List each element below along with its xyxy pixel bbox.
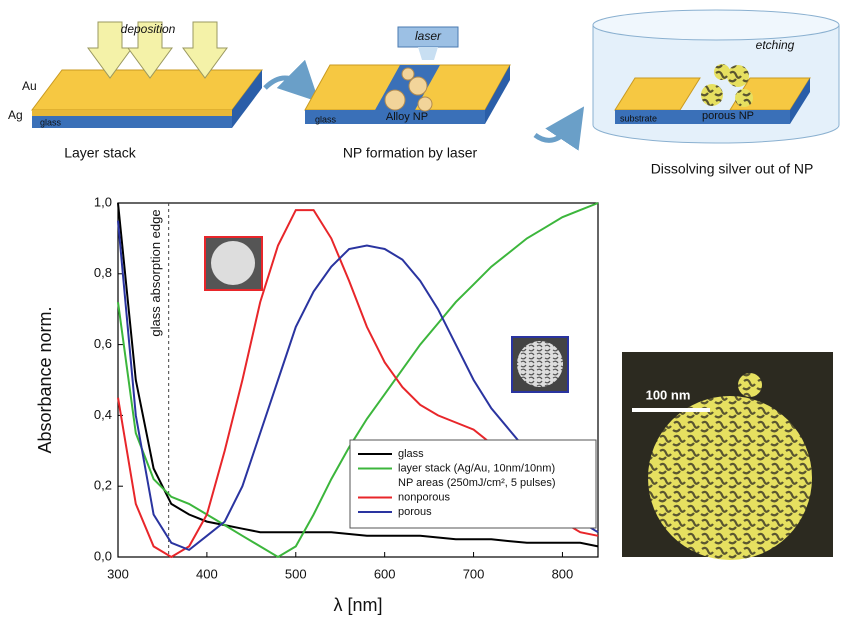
- inset-particle: [211, 241, 255, 285]
- legend-label: glass: [398, 448, 424, 460]
- caption: Dissolving silver out of NP: [651, 161, 814, 177]
- x-tick-label: 800: [552, 566, 574, 581]
- label: glass: [315, 114, 337, 124]
- scale-label: 100 nm: [646, 387, 691, 402]
- x-tick-label: 500: [285, 566, 307, 581]
- label: Alloy NP: [386, 111, 428, 123]
- y-tick-label: 0,6: [94, 336, 112, 351]
- label: Au: [22, 79, 37, 93]
- y-axis-label: Absorbance norm.: [35, 306, 55, 453]
- caption: NP formation by laser: [343, 145, 478, 161]
- y-tick-label: 0,2: [94, 478, 112, 493]
- legend-note: NP areas (250mJ/cm², 5 pulses): [398, 477, 556, 489]
- arrow: [265, 78, 305, 88]
- figure: deposition Au Ag glass Layer stack laser…: [0, 0, 848, 622]
- legend-label: layer stack (Ag/Au, 10nm/10nm): [398, 462, 555, 474]
- y-tick-label: 0,8: [94, 265, 112, 280]
- label: Ag: [8, 108, 23, 122]
- etching-diagram: etching substrate porous NP Dissolving s…: [593, 10, 839, 177]
- inset-particle: [517, 341, 563, 387]
- page: {"chart_data": {"type": "line", "x_label…: [0, 0, 848, 622]
- label: porous NP: [702, 110, 754, 122]
- x-tick-label: 300: [107, 566, 129, 581]
- y-tick-label: 1,0: [94, 194, 112, 209]
- label: glass: [40, 117, 62, 127]
- label: etching: [756, 38, 795, 52]
- x-tick-label: 400: [196, 566, 218, 581]
- label: laser: [415, 29, 442, 43]
- x-axis-label: λ [nm]: [333, 595, 382, 615]
- arrow: [535, 123, 573, 140]
- annotation: glass absorption edge: [148, 209, 163, 336]
- label: substrate: [620, 113, 657, 123]
- label: deposition: [121, 22, 176, 36]
- y-tick-label: 0,0: [94, 548, 112, 563]
- x-tick-label: 700: [463, 566, 485, 581]
- legend-label: porous: [398, 506, 432, 518]
- laser-diagram: laser Alloy NP glass NP formation by las…: [305, 27, 510, 161]
- y-tick-label: 0,4: [94, 407, 112, 422]
- x-tick-label: 600: [374, 566, 396, 581]
- legend-label: nonporous: [398, 491, 450, 503]
- layer-stack-diagram: deposition Au Ag glass Layer stack: [8, 22, 262, 161]
- micrograph: 100 nm: [622, 352, 833, 560]
- caption: Layer stack: [64, 145, 137, 161]
